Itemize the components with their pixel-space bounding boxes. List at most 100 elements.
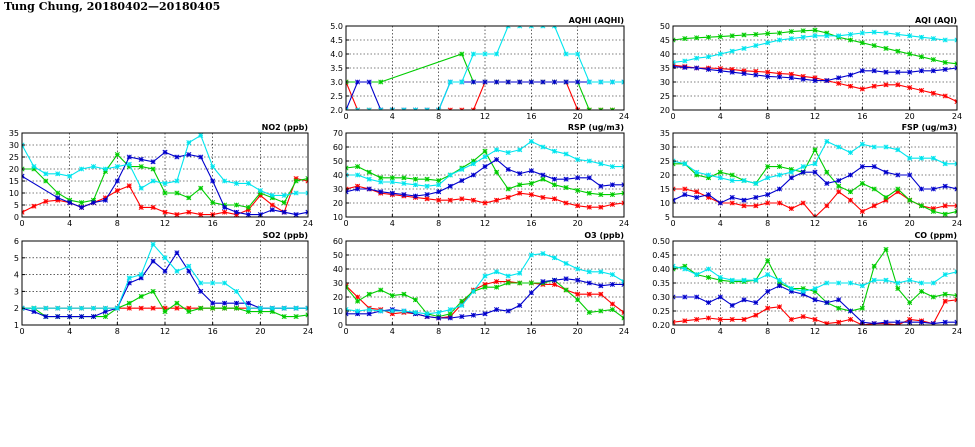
data-point-red [824,203,830,209]
series-group [346,251,624,321]
data-point-cyan [102,305,108,311]
data-point-red [847,316,854,322]
data-point-cyan [673,263,676,269]
data-point-blue [598,283,604,289]
data-point-green [871,186,877,192]
data-point-blue [907,69,913,75]
data-point-cyan [505,26,511,29]
data-point-cyan [575,157,581,163]
data-point-cyan [43,171,49,177]
data-point-green [366,291,372,297]
x-tick-label: 12 [480,327,490,336]
data-point-red [788,316,794,322]
data-point-blue [682,64,688,70]
data-point-green [114,152,120,158]
data-point-cyan [859,30,865,36]
data-point-green [138,164,144,170]
data-point-cyan [447,79,453,85]
data-point-blue [812,169,818,175]
data-point-red [447,107,453,110]
data-point-green [150,288,156,294]
data-point-cyan [954,37,957,43]
data-point-blue [366,79,372,85]
data-point-green [954,293,957,299]
data-point-cyan [210,164,216,170]
y-tick-label: 4.5 [330,36,343,45]
data-point-red [800,200,806,206]
data-point-cyan [482,273,488,279]
x-tick-label: 24 [952,219,962,228]
data-point-green [812,147,818,153]
series-group [346,138,624,210]
data-point-cyan [575,51,581,57]
data-point-cyan [67,305,73,311]
data-point-red [729,316,735,322]
data-point-blue [366,186,372,192]
x-tick-label: 0 [670,112,675,121]
data-point-blue [575,79,581,85]
data-point-blue [776,74,783,80]
data-point-blue [765,288,771,294]
x-tick-label: 12 [810,112,820,121]
x-tick-label: 0 [343,219,348,228]
data-point-blue [788,75,794,81]
y-tick-label: 50 [333,251,343,260]
data-point-cyan [43,305,49,311]
data-point-green [871,43,877,49]
data-point-red [918,87,925,93]
data-point-green [895,48,901,54]
data-point-blue [222,204,228,210]
data-point-green [459,51,465,57]
data-point-green [447,311,453,317]
y-tick-label: 40 [333,171,343,180]
data-point-cyan [788,36,794,42]
data-point-blue [800,76,806,82]
data-point-blue [954,186,957,192]
data-point-red [954,297,957,303]
data-point-blue [586,175,592,181]
data-point-green [907,51,913,57]
y-tick-label: 40 [660,50,670,59]
data-point-green [942,211,948,217]
x-tick-label: 24 [952,327,962,336]
data-point-blue [186,152,192,158]
y-tick-label: 45 [660,36,670,45]
data-point-blue [776,186,783,192]
data-point-green [482,284,488,290]
data-point-cyan [895,280,901,286]
data-point-green [424,176,430,182]
data-point-cyan [401,107,407,110]
data-point-cyan [729,277,735,283]
x-tick-label: 0 [343,112,348,121]
data-point-cyan [871,29,877,35]
data-point-blue [138,156,144,162]
data-point-green [528,180,534,186]
data-point-green [883,45,889,51]
x-tick-label: 16 [208,219,218,228]
data-point-cyan [174,268,180,274]
data-point-cyan [198,133,204,138]
data-point-blue [67,314,73,320]
x-tick-label: 4 [390,112,395,121]
x-tick-label: 12 [810,327,820,336]
series-group [346,26,624,110]
data-point-green [293,178,299,184]
data-point-cyan [847,280,854,286]
x-tick-label: 12 [480,112,490,121]
data-point-cyan [459,79,465,85]
data-point-cyan [355,107,361,110]
data-point-green [563,185,569,191]
data-point-cyan [765,272,771,278]
y-tick-label: 0 [338,321,343,330]
data-point-green [401,291,407,297]
data-point-blue [174,250,180,256]
data-point-green [717,34,723,40]
data-point-cyan [67,173,73,179]
data-point-cyan [389,179,395,185]
data-point-red [114,188,120,194]
data-point-cyan [729,48,735,54]
data-point-cyan [378,107,384,110]
data-point-red [741,203,747,209]
data-point-blue [470,172,476,178]
